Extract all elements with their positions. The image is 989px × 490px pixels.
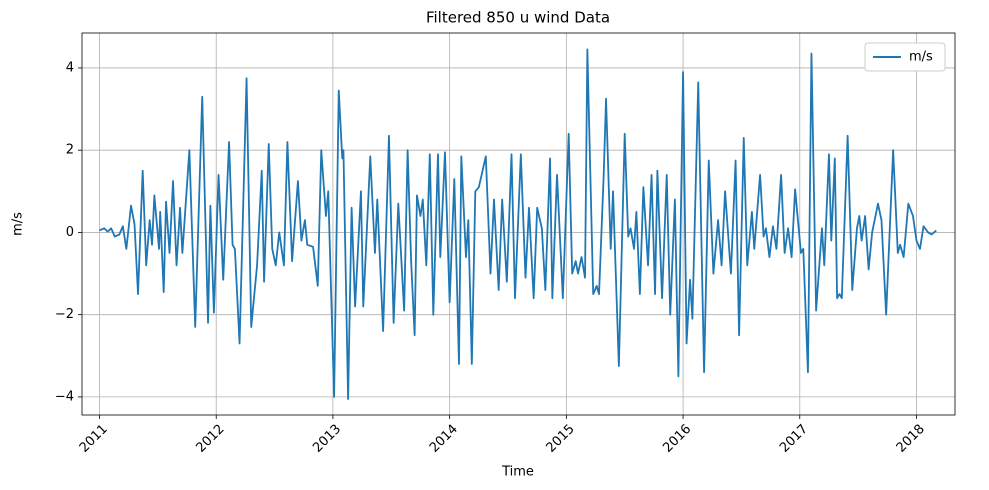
- x-tick-label: 2017: [777, 422, 811, 456]
- x-tick-label: 2013: [310, 422, 344, 456]
- x-tick-label: 2014: [427, 422, 461, 456]
- legend: m/s: [864, 42, 946, 72]
- y-tick-label: 0: [66, 225, 74, 240]
- data-line: [99, 48, 937, 400]
- y-tick-label: 4: [66, 60, 74, 75]
- x-tick-label: 2015: [544, 422, 578, 456]
- y-tick-label: −4: [55, 389, 74, 404]
- plot-frame: [81, 32, 956, 416]
- x-tick-label: 2016: [660, 422, 694, 456]
- x-tick-label: 2012: [194, 422, 228, 456]
- x-tick-label: 2018: [894, 422, 928, 456]
- chart-title: Filtered 850 u wind Data: [426, 9, 610, 27]
- y-tick-label: −2: [55, 307, 74, 322]
- y-axis-label: m/s: [11, 212, 26, 236]
- legend-label: m/s: [909, 50, 933, 65]
- legend-box: [864, 42, 946, 72]
- x-axis-label: Time: [501, 465, 534, 480]
- x-tick-label: 2011: [77, 422, 111, 456]
- y-tick-label: 2: [66, 143, 74, 158]
